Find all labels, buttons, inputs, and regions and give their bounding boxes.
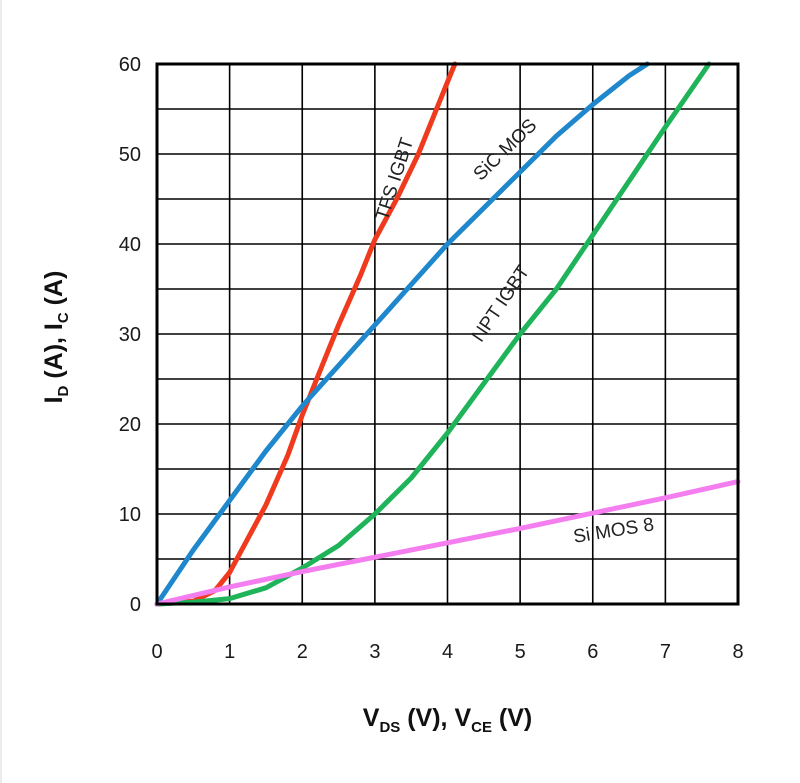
curve-label-si-mos-8: Si MOS 8 [572, 514, 656, 547]
x-tick-label-5: 5 [515, 641, 526, 663]
y-tick-label-30: 30 [119, 324, 141, 346]
series-line-si-mos-8 [154, 479, 741, 607]
y-tick-label-50: 50 [119, 144, 141, 166]
y-tick-label-10: 10 [119, 504, 141, 526]
y-axis-title: ID (A), IC (A) [40, 271, 72, 404]
series-line-sic-mos [154, 61, 650, 607]
y-tick-label-60: 60 [119, 54, 141, 76]
plot-frame [155, 62, 740, 606]
x-tick-label-3: 3 [369, 641, 380, 663]
x-tick-label-7: 7 [660, 641, 671, 663]
curve-label-tfs-igbt: TFS IGBT [372, 135, 419, 223]
x-tick-label-6: 6 [587, 641, 598, 663]
series-lines [154, 61, 741, 607]
x-tick-label-0: 0 [151, 641, 162, 663]
x-tick-label-8: 8 [732, 641, 743, 663]
series-line-npt-igbt [154, 61, 712, 607]
y-tick-labels: 0 10 20 30 40 50 60 [119, 54, 141, 616]
y-tick-label-0: 0 [130, 594, 141, 616]
x-tick-label-1: 1 [224, 641, 235, 663]
x-tick-label-2: 2 [297, 641, 308, 663]
curve-label-sic-mos: SiC MOS [470, 115, 542, 185]
x-axis-title: VDS (V), VCE (V) [363, 704, 533, 736]
x-tick-label-4: 4 [442, 641, 453, 663]
y-tick-label-40: 40 [119, 234, 141, 256]
x-tick-labels: 0 1 2 3 4 5 6 7 8 [151, 641, 743, 663]
series-line-tfs-igbt [154, 61, 458, 607]
left-border [0, 0, 2, 783]
y-tick-label-20: 20 [119, 414, 141, 436]
